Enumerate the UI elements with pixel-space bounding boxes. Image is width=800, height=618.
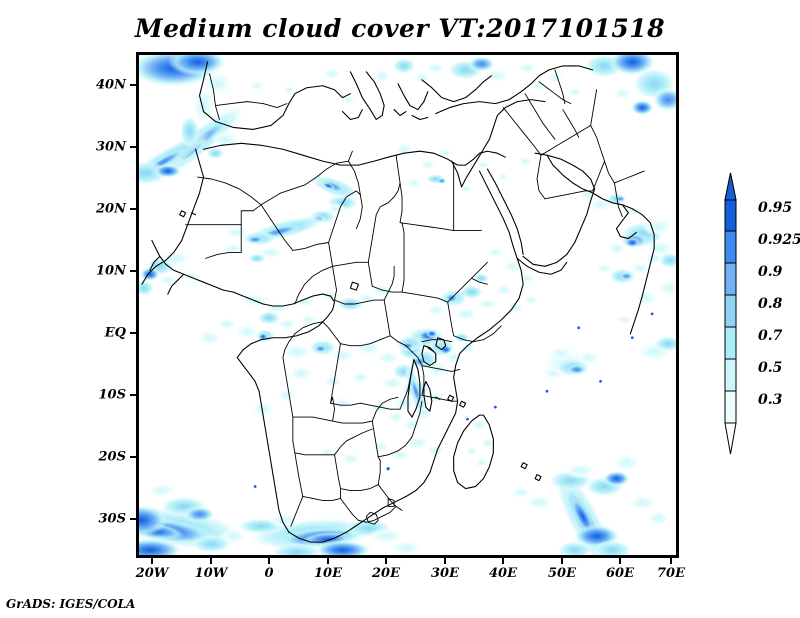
ytick-label-20s: 20S bbox=[98, 449, 126, 465]
page-title: Medium cloud cover VT:2017101518 bbox=[134, 14, 666, 43]
colorbar-label-4: 0.7 bbox=[758, 328, 783, 344]
xtick-mark bbox=[561, 558, 563, 564]
ytick-label-30s: 30S bbox=[98, 511, 126, 527]
colorbar: 0.95 0.925 0.9 0.8 0.7 0.5 0.3 bbox=[714, 168, 800, 458]
colorbar-label-0: 0.95 bbox=[758, 200, 793, 216]
ytick-mark bbox=[130, 84, 136, 86]
colorbar-label-2: 0.9 bbox=[758, 264, 783, 280]
xtick-label-40e: 40E bbox=[489, 566, 517, 581]
xtick-label-50e: 50E bbox=[548, 566, 576, 581]
colorbar-label-5: 0.5 bbox=[758, 360, 783, 376]
ytick-label-eq: EQ bbox=[104, 325, 126, 341]
xtick-label-10e: 10E bbox=[314, 566, 342, 581]
colorbar-label-6: 0.3 bbox=[758, 392, 783, 408]
ytick-mark bbox=[130, 146, 136, 148]
ytick-label-20n: 20N bbox=[96, 201, 126, 217]
ytick-mark bbox=[130, 518, 136, 520]
ytick-label-30n: 30N bbox=[96, 139, 126, 155]
xtick-mark bbox=[210, 558, 212, 564]
xtick-label-60e: 60E bbox=[606, 566, 634, 581]
ytick-label-10s: 10S bbox=[98, 387, 126, 403]
xtick-mark bbox=[444, 558, 446, 564]
country-border-layer bbox=[185, 69, 645, 527]
xtick-mark bbox=[385, 558, 387, 564]
xtick-mark bbox=[502, 558, 504, 564]
grads-attribution: GrADS: IGES/COLA bbox=[6, 597, 136, 611]
ytick-mark bbox=[130, 270, 136, 272]
xtick-label-70e: 70E bbox=[657, 566, 685, 581]
xtick-mark bbox=[327, 558, 329, 564]
xtick-label-30e: 30E bbox=[431, 566, 459, 581]
ytick-mark bbox=[130, 456, 136, 458]
cloud-field-layer bbox=[138, 54, 677, 556]
colorbar-label-1: 0.925 bbox=[758, 232, 800, 248]
xtick-label-20w: 20W bbox=[135, 566, 169, 581]
ytick-label-10n: 10N bbox=[96, 263, 126, 279]
colorbar-graphic bbox=[724, 172, 737, 455]
map-plot-area bbox=[136, 52, 679, 558]
xtick-label-0: 0 bbox=[264, 566, 274, 581]
xtick-mark bbox=[268, 558, 270, 564]
colorbar-label-3: 0.8 bbox=[758, 296, 783, 312]
ytick-mark bbox=[130, 332, 136, 334]
xtick-mark bbox=[670, 558, 672, 564]
xtick-label-20e: 20E bbox=[372, 566, 400, 581]
xtick-label-10w: 10W bbox=[194, 566, 228, 581]
xtick-mark bbox=[151, 558, 153, 564]
cloud-cover-map bbox=[138, 54, 677, 556]
ytick-mark bbox=[130, 394, 136, 396]
ytick-label-40n: 40N bbox=[96, 77, 126, 93]
ytick-mark bbox=[130, 208, 136, 210]
xtick-mark bbox=[619, 558, 621, 564]
